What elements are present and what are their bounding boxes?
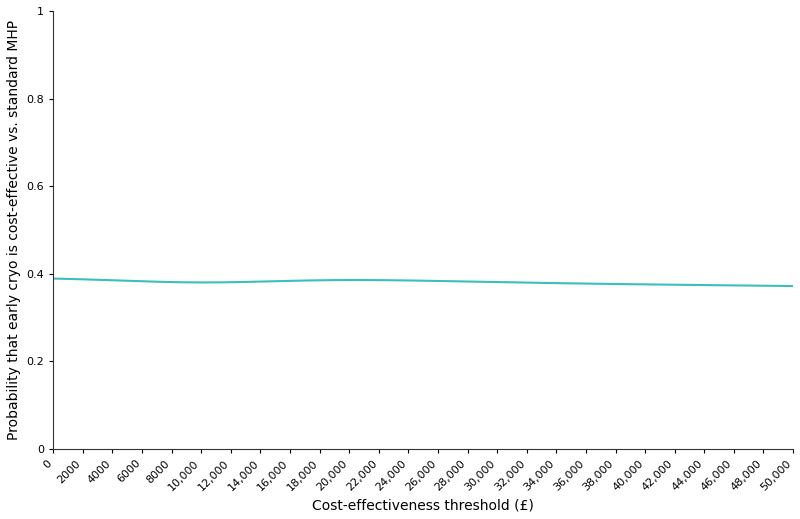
X-axis label: Cost-effectiveness threshold (£): Cost-effectiveness threshold (£) [312, 498, 534, 512]
Y-axis label: Probability that early cryo is cost-effective vs. standard MHP: Probability that early cryo is cost-effe… [7, 20, 21, 440]
